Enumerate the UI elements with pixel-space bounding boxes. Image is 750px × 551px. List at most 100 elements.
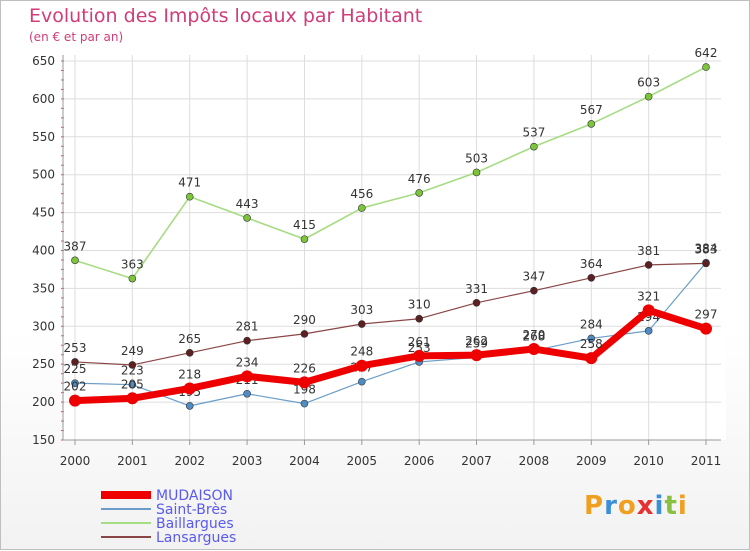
data-point-lansargues — [71, 358, 79, 366]
data-label-lansargues: 281 — [236, 320, 259, 334]
data-label-mudaison: 205 — [121, 377, 144, 391]
logo-letter: i — [677, 491, 688, 521]
data-point-baillargues — [587, 120, 596, 128]
y-tick-label: 600 — [32, 92, 55, 106]
data-label-mudaison: 270 — [522, 328, 545, 342]
data-point-lansargues — [358, 320, 366, 328]
legend-label-baillargues: Baillargues — [156, 516, 234, 532]
data-point-lansargues — [300, 330, 309, 338]
data-point-mudaison — [642, 304, 655, 317]
data-label-mudaison: 258 — [580, 337, 603, 351]
data-label-lansargues: 310 — [408, 298, 431, 312]
data-point-baillargues — [71, 256, 79, 265]
y-tick-label: 400 — [32, 244, 55, 258]
data-point-lansargues — [644, 261, 653, 269]
data-point-saint-br-s — [71, 379, 79, 387]
x-tick-label: 2002 — [174, 454, 205, 468]
data-label-saint-br-s: 223 — [121, 364, 144, 378]
data-point-baillargues — [644, 92, 653, 101]
data-point-mudaison — [470, 349, 483, 362]
data-point-lansargues — [415, 314, 423, 323]
data-label-lansargues: 347 — [522, 270, 545, 284]
data-point-mudaison — [241, 370, 254, 383]
logo-letter: o — [617, 491, 637, 521]
data-label-baillargues: 456 — [350, 187, 373, 201]
x-tick-label: 2003 — [232, 454, 263, 468]
data-label-baillargues: 503 — [465, 151, 488, 165]
data-point-baillargues — [128, 274, 137, 283]
x-tick-label: 2000 — [60, 454, 91, 468]
data-label-saint-br-s: 268 — [522, 330, 545, 344]
data-label-mudaison: 297 — [695, 308, 718, 322]
data-label-baillargues: 363 — [121, 258, 144, 272]
y-tick-label: 450 — [32, 206, 55, 220]
data-label-mudaison: 261 — [408, 335, 431, 349]
data-label-lansargues: 265 — [178, 332, 201, 346]
data-label-mudaison: 248 — [350, 345, 373, 359]
y-tick-label: 350 — [32, 281, 55, 295]
legend-label-saint-br-s: Saint-Brès — [156, 502, 227, 518]
data-point-lansargues — [472, 299, 481, 307]
data-point-mudaison — [69, 394, 81, 407]
data-label-mudaison: 262 — [465, 334, 488, 348]
logo-letter: x — [636, 491, 655, 521]
plot-area — [63, 55, 726, 440]
data-label-saint-br-s: 225 — [64, 362, 87, 376]
data-point-saint-br-s — [587, 334, 596, 343]
data-point-mudaison — [700, 322, 712, 335]
data-label-mudaison: 234 — [236, 355, 259, 369]
data-label-baillargues: 537 — [522, 126, 545, 140]
data-label-saint-br-s: 198 — [293, 383, 316, 397]
y-tick-label: 250 — [32, 357, 55, 371]
data-label-baillargues: 443 — [236, 197, 259, 211]
data-label-lansargues: 364 — [580, 257, 603, 271]
logo-letter: i — [654, 491, 665, 521]
data-point-baillargues — [358, 204, 366, 212]
data-label-baillargues: 567 — [580, 103, 603, 117]
data-point-mudaison — [298, 376, 311, 389]
data-point-lansargues — [243, 336, 251, 345]
data-label-baillargues: 603 — [637, 76, 660, 90]
x-tick-label: 2005 — [347, 454, 378, 468]
x-tick-label: 2008 — [519, 454, 550, 468]
data-label-mudaison: 202 — [64, 380, 87, 394]
data-point-baillargues — [185, 192, 194, 201]
y-tick-label: 200 — [32, 395, 55, 409]
data-point-mudaison — [413, 349, 426, 362]
x-tick-label: 2010 — [633, 454, 664, 468]
legend-label-lansargues: Lansargues — [156, 530, 236, 546]
data-point-saint-br-s — [300, 399, 309, 408]
data-label-baillargues: 476 — [408, 172, 431, 186]
data-label-lansargues: 253 — [64, 341, 87, 355]
series-line-saint-br-s — [74, 262, 707, 407]
data-point-saint-br-s — [185, 402, 194, 410]
data-label-baillargues: 642 — [695, 46, 718, 60]
data-point-saint-br-s — [243, 389, 251, 398]
data-label-mudaison: 226 — [293, 361, 316, 375]
data-point-lansargues — [702, 259, 710, 268]
chart-title: Evolution des Impôts locaux par Habitant — [29, 5, 423, 27]
chart-subtitle: (en € et par an) — [29, 30, 124, 44]
data-label-lansargues: 381 — [637, 244, 660, 258]
y-tick-label: 150 — [32, 433, 55, 447]
x-tick-label: 2001 — [117, 454, 148, 468]
logo-letter: P — [584, 491, 605, 521]
x-tick-label: 2007 — [461, 454, 492, 468]
logo-letter: r — [604, 491, 618, 521]
data-point-lansargues — [185, 349, 194, 357]
data-point-baillargues — [530, 142, 538, 151]
series-line-baillargues — [74, 66, 707, 280]
series-line-mudaison — [74, 306, 708, 405]
data-point-lansargues — [587, 273, 596, 282]
data-label-saint-br-s: 253 — [408, 341, 431, 355]
proxiti-logo: Proxiti — [584, 491, 688, 521]
data-label-lansargues: 303 — [350, 303, 373, 317]
y-tick-label: 650 — [32, 54, 55, 68]
y-tick-label: 550 — [32, 130, 55, 144]
data-point-baillargues — [415, 189, 423, 197]
x-tick-label: 2009 — [576, 454, 607, 468]
data-label-lansargues: 383 — [695, 242, 718, 256]
data-point-mudaison — [355, 359, 368, 372]
